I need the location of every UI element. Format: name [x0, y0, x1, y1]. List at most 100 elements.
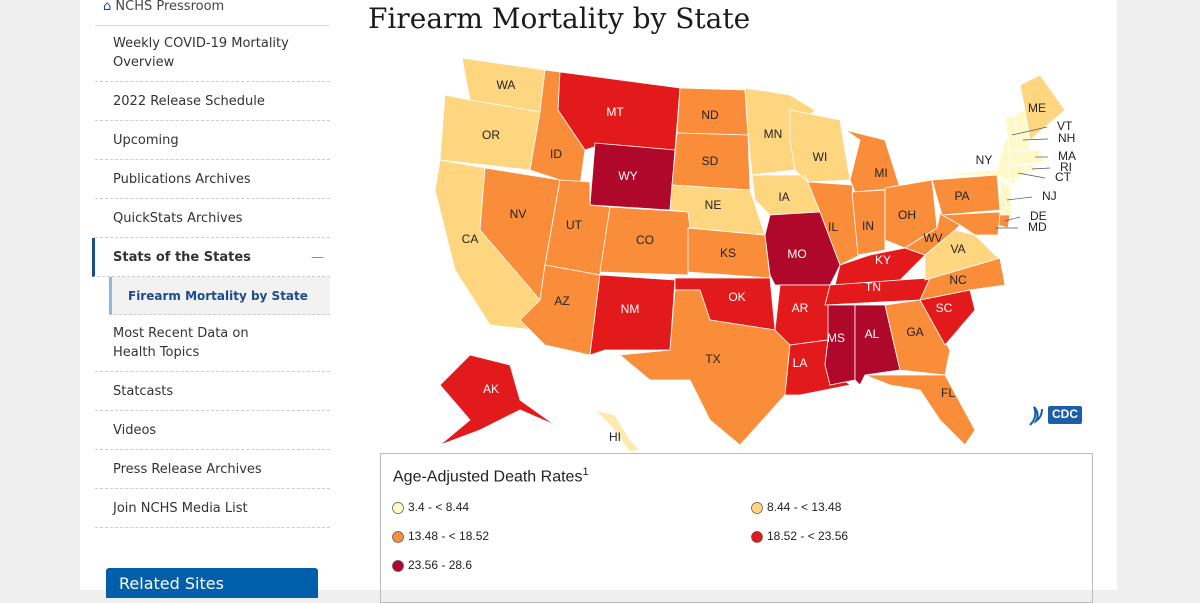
- map: WA OR CA NV ID MT WY UT AZ CO NM ND SD NE KS OK TX MN IA MO…: [392, 57, 1082, 572]
- legend-swatch: [392, 531, 404, 543]
- state-label: IN: [862, 219, 874, 233]
- nav-item[interactable]: QuickStats Archives: [95, 199, 330, 238]
- state-label: CA: [462, 232, 479, 246]
- page-root: ⌂ NCHS Pressroom Stats of the States — Fi…: [80, 0, 1117, 603]
- hhs-logo: [1029, 406, 1043, 426]
- nav-item[interactable]: Join NCHS Media List: [95, 489, 330, 528]
- page-title: Firearm Mortality by State: [368, 2, 751, 35]
- leader-line: [1017, 172, 1046, 179]
- state-label: MI: [874, 166, 887, 180]
- collapse-icon[interactable]: —: [311, 250, 324, 265]
- legend-swatch: [751, 531, 763, 543]
- state-label: NE: [705, 198, 722, 212]
- nav-item[interactable]: Statcasts: [95, 372, 330, 411]
- state: [593, 409, 641, 453]
- state-label: AZ: [554, 294, 569, 308]
- nav-item[interactable]: 2022 Release Schedule: [95, 82, 330, 121]
- state-label: IA: [778, 190, 789, 204]
- nav-item[interactable]: Videos: [95, 411, 330, 450]
- nav-item[interactable]: Press Release Archives: [95, 450, 330, 489]
- state-label: FL: [941, 386, 955, 400]
- legend-label: 3.4 - < 8.44: [408, 500, 469, 514]
- state-label: SC: [936, 301, 953, 315]
- state-label: NC: [949, 273, 967, 287]
- state: [884, 299, 951, 376]
- state-label: GA: [906, 325, 923, 339]
- state-label: ME: [1028, 101, 1046, 115]
- state-label: MA: [1058, 149, 1076, 163]
- state: [589, 274, 676, 356]
- logo-box: [1048, 406, 1082, 424]
- nav-item[interactable]: Upcoming: [95, 121, 330, 160]
- state-label: MS: [827, 331, 845, 345]
- state-label: AL: [865, 327, 880, 341]
- state-label: UT: [566, 218, 583, 232]
- state-label: MT: [606, 105, 624, 119]
- state-label: KS: [720, 246, 736, 260]
- cdc-logo: CDC: [1052, 407, 1078, 421]
- state-label: RI: [1060, 160, 1072, 174]
- state-label: WY: [618, 169, 637, 183]
- state: [1007, 164, 1028, 181]
- leader-line: [1006, 196, 1033, 201]
- state-label: TX: [705, 352, 720, 366]
- state: [851, 189, 886, 256]
- state-label: MD: [1028, 220, 1047, 234]
- state-label: VT: [1057, 119, 1073, 133]
- state-label: WI: [813, 150, 828, 164]
- nav-sub[interactable]: Firearm Mortality by State: [109, 277, 330, 315]
- state-label: TN: [865, 280, 881, 294]
- state: [789, 109, 851, 183]
- legend-swatch: [392, 560, 404, 572]
- nav-active[interactable]: Stats of the States —: [92, 238, 330, 277]
- state: [999, 179, 1013, 216]
- legend-swatch: [751, 502, 763, 514]
- state-label: MO: [787, 247, 806, 261]
- state: [940, 211, 1001, 236]
- legend-label: 8.44 - < 13.48: [767, 500, 842, 514]
- home-link[interactable]: NCHS Pressroom: [115, 0, 225, 14]
- state: [619, 289, 791, 446]
- state-label: HI: [609, 430, 621, 444]
- state-label: VA: [950, 242, 965, 256]
- state-label: WV: [923, 231, 942, 245]
- leader-line: [1031, 167, 1051, 170]
- legend-swatch: [392, 502, 404, 514]
- state: [864, 374, 976, 446]
- related-label[interactable]: Related Sites: [119, 574, 224, 593]
- nav-item[interactable]: Weekly COVID-19 Mortality Overview: [95, 26, 330, 82]
- state-label: ND: [701, 108, 719, 122]
- state-label: OH: [898, 208, 916, 222]
- leader-line: [1022, 138, 1049, 141]
- active-link[interactable]: Stats of the States: [113, 250, 251, 265]
- state-label: IL: [828, 220, 838, 234]
- state: [1019, 74, 1066, 141]
- state-label: WA: [497, 78, 516, 92]
- legend-label: 13.48 - < 18.52: [408, 529, 489, 543]
- state-label: NM: [621, 302, 640, 316]
- nav-item[interactable]: Publications Archives: [95, 160, 330, 199]
- state-label: NJ: [1042, 189, 1057, 203]
- footnote: 1: [582, 466, 589, 478]
- state-label: OK: [728, 290, 745, 304]
- state-label: AR: [792, 301, 809, 315]
- nav-item[interactable]: Most Recent Data on Health Topics: [95, 315, 330, 372]
- state-label: OR: [482, 128, 500, 142]
- state: [599, 206, 691, 276]
- state-label: DE: [1030, 209, 1047, 223]
- state-label: MN: [764, 127, 783, 141]
- state-label: NY: [976, 153, 993, 167]
- state: [1009, 149, 1046, 166]
- state: [844, 129, 901, 193]
- state-label: AK: [483, 382, 499, 396]
- leader-line: [1004, 216, 1021, 222]
- legend-label: 18.52 - < 23.56: [767, 529, 848, 543]
- nav-home[interactable]: ⌂ NCHS Pressroom: [95, 0, 330, 26]
- leader-line: [1011, 126, 1048, 136]
- state-label: LA: [793, 356, 808, 370]
- home-icon: ⌂: [103, 0, 112, 14]
- sub-link[interactable]: Firearm Mortality by State: [128, 289, 308, 303]
- legend-title: Age-Adjusted Death Rates1: [393, 466, 589, 486]
- state: [439, 354, 556, 446]
- state-label: NV: [510, 207, 527, 221]
